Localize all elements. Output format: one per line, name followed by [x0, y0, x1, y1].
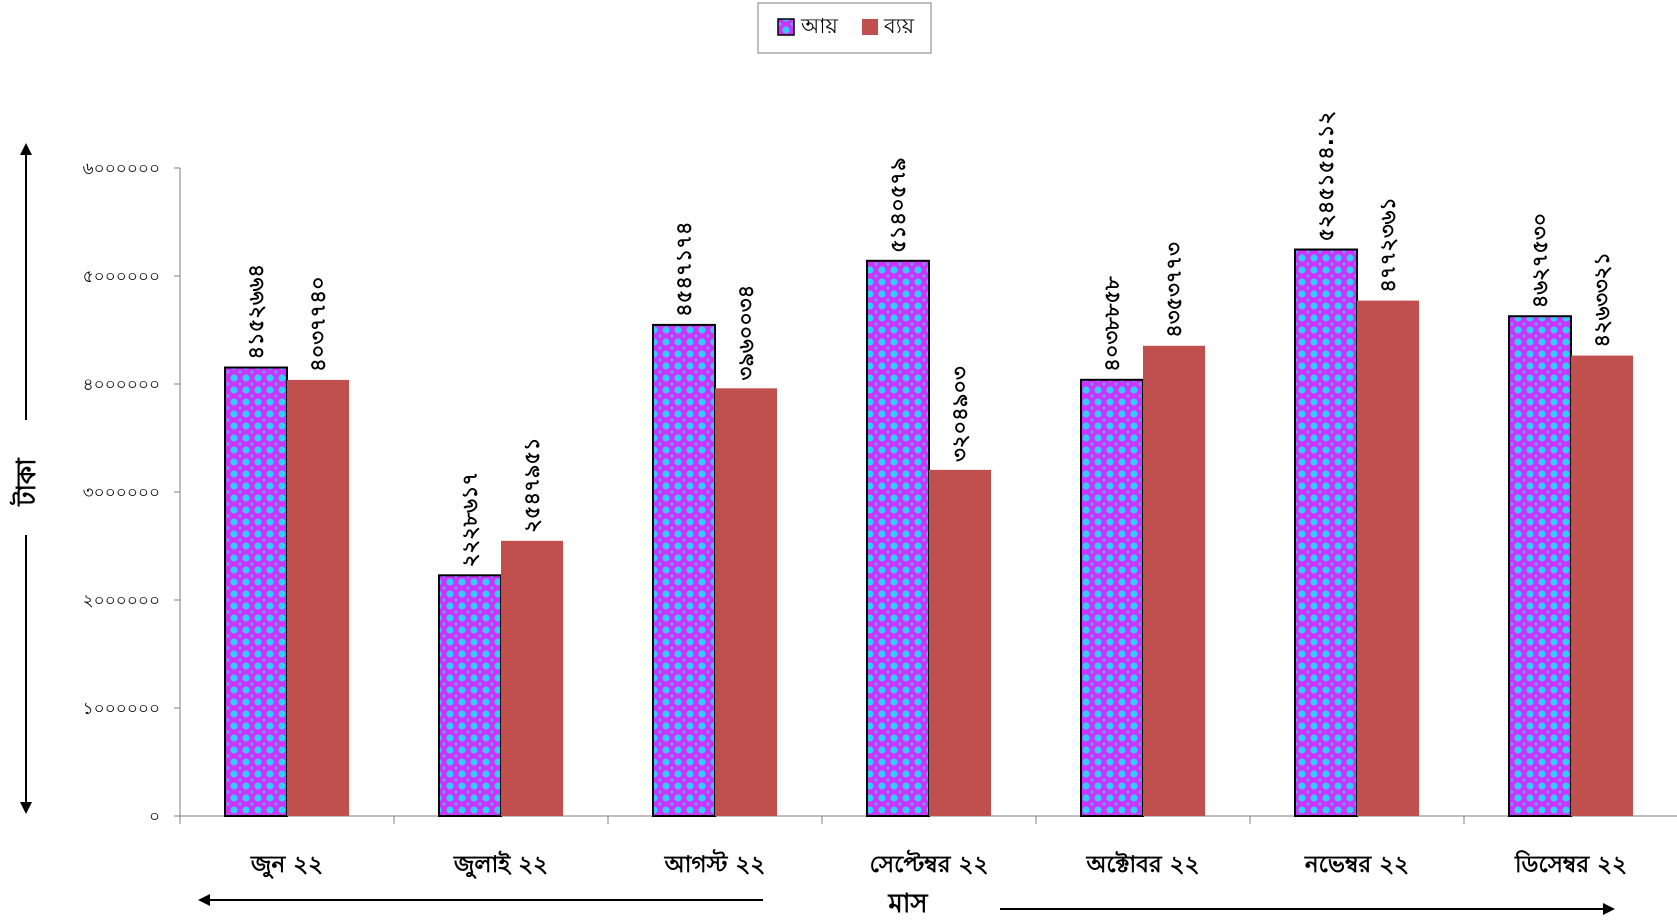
legend-income-label: আয় [800, 14, 838, 38]
expense-bar [1143, 345, 1205, 816]
legend-expense-label: ব্যয় [883, 14, 915, 38]
expense-data-label: ৪০৩৭৭৪০ [306, 276, 330, 372]
category-label: অক্টোবর ২২ [1085, 851, 1199, 878]
income-bar [1080, 378, 1144, 817]
expense-data-label: ২৫৪৭৯৫১ [520, 437, 544, 532]
y-tick-label: ৪০০০০০০ [83, 375, 160, 395]
expense-bar [501, 540, 563, 816]
income-data-label: ৪৬২৭৫৩০ [1528, 213, 1552, 309]
y-tick-label: ৬০০০০০০ [83, 159, 160, 179]
expense-data-label: ৪৩৫৩৭৭৩ [1162, 242, 1186, 338]
expense-data-label: ৪২৬৩৩২১ [1590, 252, 1614, 348]
expense-data-label: ৩৯৬০০৩৪ [734, 285, 758, 381]
expense-bar [1357, 300, 1419, 816]
bars-group [224, 248, 1633, 818]
category-label: আগস্ট ২২ [664, 849, 766, 878]
y-tick-label: ৫০০০০০০ [83, 267, 160, 287]
expense-bar [1571, 355, 1633, 816]
expense-data-label: ৪৭৭২৩৬১ [1376, 197, 1400, 293]
income-bar [866, 259, 930, 818]
y-axis-title: টাকা [9, 457, 42, 507]
income-bar [652, 323, 716, 817]
y-tick-label: ১০০০০০০ [83, 699, 160, 719]
category-label: সেপ্টেম্বর ২২ [870, 849, 989, 878]
expense-data-label: ৩২০৪৯০৩ [948, 366, 972, 462]
legend-expense-swatch [862, 19, 878, 35]
category-label: ডিসেম্বর ২২ [1514, 850, 1627, 878]
y-tick-label: ২০০০০০০ [83, 591, 160, 611]
income-bar [224, 366, 288, 817]
x-axis-ticks [179, 816, 1465, 824]
income-bar [1294, 248, 1358, 817]
income-data-label: ৪১৫২৬৬৪ [244, 264, 268, 359]
x-axis-title: মাস [887, 889, 928, 919]
income-data-label: ৪৫৪৭১৭৪ [672, 221, 696, 316]
expense-bar [715, 388, 777, 816]
legend-income-swatch [777, 18, 795, 36]
income-data-label: ৫২৪৫১৫৪.১২ [1314, 111, 1338, 242]
category-label: জুলাই ২২ [453, 850, 548, 880]
income-data-label: ২২২৮৬১৭ [458, 472, 482, 568]
income-data-label: ৪০৩৮৮৫৮ [1100, 276, 1124, 372]
y-tick-label: ৩০০০০০০ [83, 483, 160, 503]
expense-bar [929, 469, 991, 816]
category-labels: জুন ২২ জুলাই ২২ আগস্ট ২২ সেপ্টেম্বর ২২ অক্টো… [250, 849, 1627, 880]
y-axis-ticks: ০ ১০০০০০০ ২০০০০০০ ৩০০০০০০ ৪০০০০০০ ৫০০০০০০ ৬০০০… [83, 159, 180, 827]
income-bar [1508, 315, 1572, 817]
income-data-label: ৫১৪০৫৭৯ [886, 157, 910, 252]
category-label: নভেম্বর ২২ [1304, 852, 1409, 878]
expense-bar [287, 379, 349, 816]
y-tick-label: ০ [149, 807, 160, 827]
legend: আয় ব্যয় [757, 2, 932, 54]
data-labels: ৪১৫২৬৬৪ ৪০৩৭৭৪০ ২২২৮৬১৭ ২৫৪৭৯৫১ ৪৫৪৭১৭৪ ৩৯৬০০… [244, 111, 1614, 567]
income-bar [438, 574, 502, 818]
category-label: জুন ২২ [250, 852, 323, 880]
